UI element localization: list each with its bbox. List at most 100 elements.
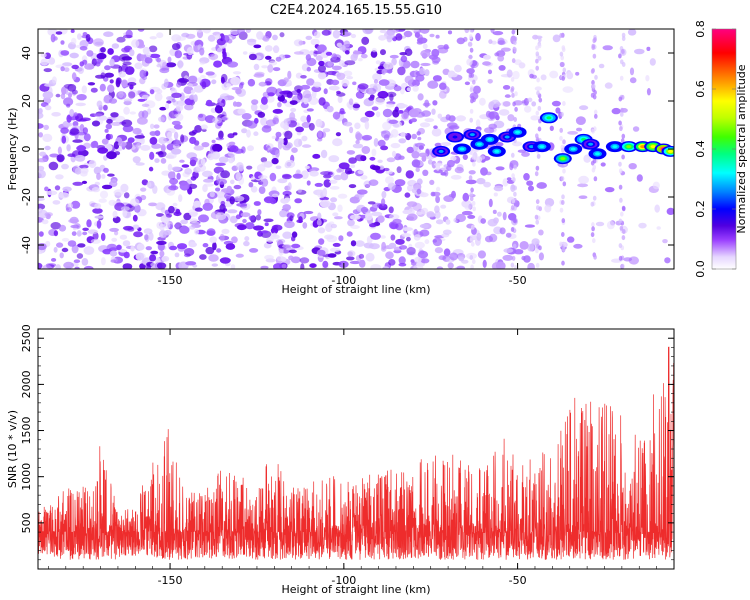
spectrogram-noise-cell (144, 234, 149, 241)
spectrogram-noise-cell (179, 159, 185, 163)
spectrogram-noise-cell (377, 65, 384, 70)
spectrogram-noise-cell (421, 155, 427, 162)
spectrogram-noise-cell (346, 231, 353, 237)
spectrogram-noise-cell (171, 98, 176, 103)
spectrogram-noise-cell (92, 208, 103, 214)
spectrogram-noise-cell (196, 29, 203, 33)
spectrogram-noise-cell (306, 180, 311, 186)
spectrogram-panel: -150 -100 -50 -40 -20 0 20 40 Height of straig… (6, 28, 675, 296)
spectrogram-noise-cell (284, 130, 293, 140)
spectrogram-noise-cell (300, 263, 305, 269)
spectrogram-noise-cell (229, 196, 235, 205)
spectrogram-noise-cell (318, 97, 326, 106)
spectrogram-noise-cell (260, 157, 268, 163)
spectrogram-noise-cell (417, 136, 422, 141)
spectrogram-streak-cell (618, 168, 623, 174)
spectrogram-noise-cell (424, 239, 430, 245)
spectrogram-noise-cell (289, 112, 296, 121)
spectrogram-noise-cell (100, 47, 106, 53)
spectrogram-noise-cell (311, 85, 322, 93)
chart-title: C2E4.2024.165.15.55.G10 (270, 3, 442, 18)
spectrogram-noise-cell (173, 124, 183, 130)
spectrogram-noise-cell (154, 92, 163, 102)
spectrogram-noise-cell (566, 71, 574, 80)
x-tick-label: -150 (158, 574, 183, 587)
spectrogram-noise-cell (278, 249, 284, 256)
spectrogram-streak-cell (538, 206, 542, 212)
spectrogram-noise-cell (326, 70, 337, 76)
colorbar-tick-label: 0.2 (694, 200, 707, 218)
spectrogram-noise-cell (334, 216, 343, 220)
spectrogram-noise-cell (133, 231, 143, 238)
spectrogram-noise-cell (536, 182, 547, 189)
spectrogram-noise-cell (240, 212, 251, 218)
spectrogram-noise-cell (398, 155, 405, 160)
spectrogram-streak-cell (471, 200, 476, 206)
spectrogram-noise-cell (427, 80, 439, 89)
spectrogram-noise-cell (67, 43, 76, 49)
spectrogram-noise-cell (579, 105, 589, 111)
spectrogram-noise-cell (90, 238, 101, 244)
spectrogram-noise-cell (109, 250, 118, 257)
spectrogram-noise-cell (101, 174, 106, 179)
spectrogram-streak-cell (559, 207, 564, 213)
spectrogram-noise-cell (132, 156, 141, 164)
spectrogram-noise-cell (573, 243, 583, 249)
spectrogram-noise-cell (43, 124, 49, 130)
spectrogram-noise-cell (118, 71, 126, 78)
spectrogram-noise-cell (511, 141, 523, 147)
spectrogram-noise-cell (464, 29, 470, 34)
spectrogram-noise-cell (219, 257, 231, 264)
spectrogram-noise-cell (371, 211, 383, 217)
spectrogram-noise-cell (111, 121, 122, 126)
x-tick-label: -50 (509, 274, 527, 287)
spectrogram-noise-cell (521, 151, 530, 157)
spectrogram-noise-cell (46, 190, 58, 196)
spectrogram-streak-cell (511, 152, 515, 158)
spectrogram-noise-cell (341, 31, 352, 37)
spectrogram-noise-cell (355, 139, 360, 145)
spectrogram-noise-cell (549, 125, 554, 131)
spectrogram-noise-cell (347, 219, 355, 227)
spectrogram-noise-cell (73, 259, 81, 264)
spectrogram-streak-cell (590, 232, 595, 238)
spectrogram-noise-cell (219, 102, 224, 107)
spectrogram-noise-cell (433, 125, 438, 129)
spectrogram-noise-cell (468, 54, 473, 60)
spectrogram-noise-cell (160, 158, 167, 164)
spectrogram-noise-cell (217, 47, 223, 54)
spectrogram-noise-cell (39, 151, 47, 157)
spectrogram-noise-cell (562, 86, 574, 93)
spectrogram-noise-cell (55, 31, 63, 35)
spectrogram-noise-cell (386, 157, 396, 163)
spectrogram-noise-cell (120, 206, 130, 211)
spectrogram-noise-cell (133, 204, 141, 213)
spectrogram-noise-cell (281, 263, 287, 269)
spectrogram-noise-cell (232, 132, 238, 136)
spectrogram-noise-cell (50, 222, 61, 230)
spectrogram-noise-cell (120, 183, 129, 193)
spectrogram-noise-cell (179, 181, 190, 191)
spectrogram-noise-cell (172, 202, 178, 207)
spectrogram-streak-cell (513, 164, 517, 170)
spectrogram-noise-cell (175, 103, 184, 112)
spectrogram-noise-cell (527, 262, 535, 269)
spectrogram-noise-cell (169, 178, 179, 185)
spectrogram-noise-cell (181, 164, 190, 168)
spectrogram-noise-cell (260, 117, 268, 126)
spectrogram-noise-cell (275, 56, 282, 62)
spectrogram-noise-cell (477, 250, 486, 259)
spectrogram-noise-cell (611, 107, 621, 115)
spectrogram-noise-cell (449, 252, 459, 261)
y-tick-label: -40 (20, 236, 33, 254)
spectrogram-noise-cell (258, 186, 266, 195)
spectrogram-noise-cell (199, 61, 206, 65)
spectrogram-noise-cell (85, 34, 91, 42)
signal-blob (588, 142, 594, 146)
spectrogram-noise-cell (349, 214, 361, 220)
spectrogram-noise-cell (167, 131, 172, 139)
spectrogram-noise-cell (81, 180, 88, 184)
spectrogram-streak-cell (592, 238, 596, 244)
spectrogram-noise-cell (58, 192, 70, 199)
spectrogram-noise-cell (119, 234, 128, 240)
